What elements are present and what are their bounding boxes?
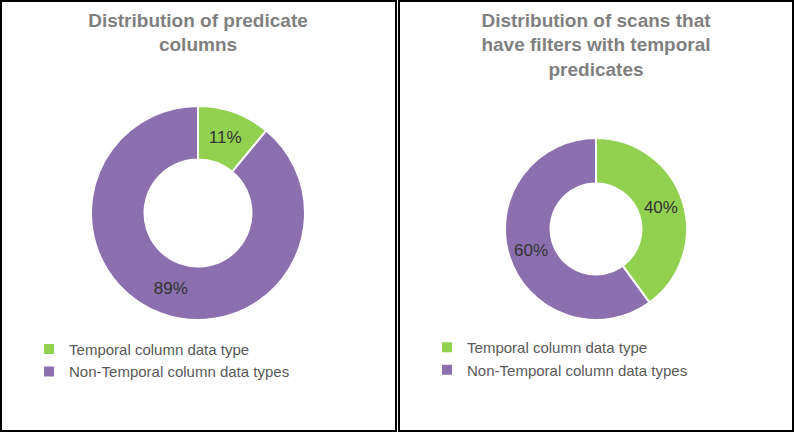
svg-text:Non-Temporal column data types: Non-Temporal column data types xyxy=(467,362,687,379)
svg-text:60%: 60% xyxy=(514,241,548,260)
svg-text:Distribution of predicatecolum: Distribution of predicatecolumns xyxy=(88,10,308,56)
svg-text:Temporal column data type: Temporal column data type xyxy=(467,339,647,356)
svg-text:Distribution of scans thathave: Distribution of scans thathave filters w… xyxy=(481,10,711,80)
svg-text:11%: 11% xyxy=(209,128,242,147)
svg-text:Non-Temporal column data types: Non-Temporal column data types xyxy=(69,363,289,380)
svg-text:89%: 89% xyxy=(154,279,188,298)
svg-text:Temporal column data type: Temporal column data type xyxy=(69,341,249,358)
svg-text:40%: 40% xyxy=(644,198,678,217)
